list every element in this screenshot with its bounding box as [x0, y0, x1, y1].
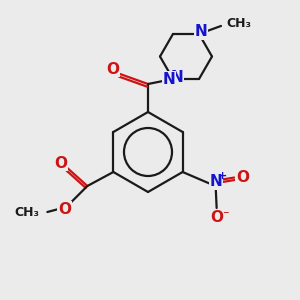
Text: O: O [54, 155, 67, 170]
Text: CH₃: CH₃ [14, 206, 39, 220]
Text: +: + [218, 171, 227, 181]
Text: N: N [209, 175, 222, 190]
Text: N: N [195, 25, 207, 40]
Text: N: N [171, 70, 183, 85]
Text: N: N [163, 71, 176, 86]
Text: CH₃: CH₃ [226, 17, 251, 31]
Text: O: O [58, 202, 71, 217]
Text: O: O [236, 170, 249, 185]
Text: O: O [210, 211, 223, 226]
Text: O: O [106, 61, 119, 76]
Text: ⁻: ⁻ [222, 209, 229, 223]
